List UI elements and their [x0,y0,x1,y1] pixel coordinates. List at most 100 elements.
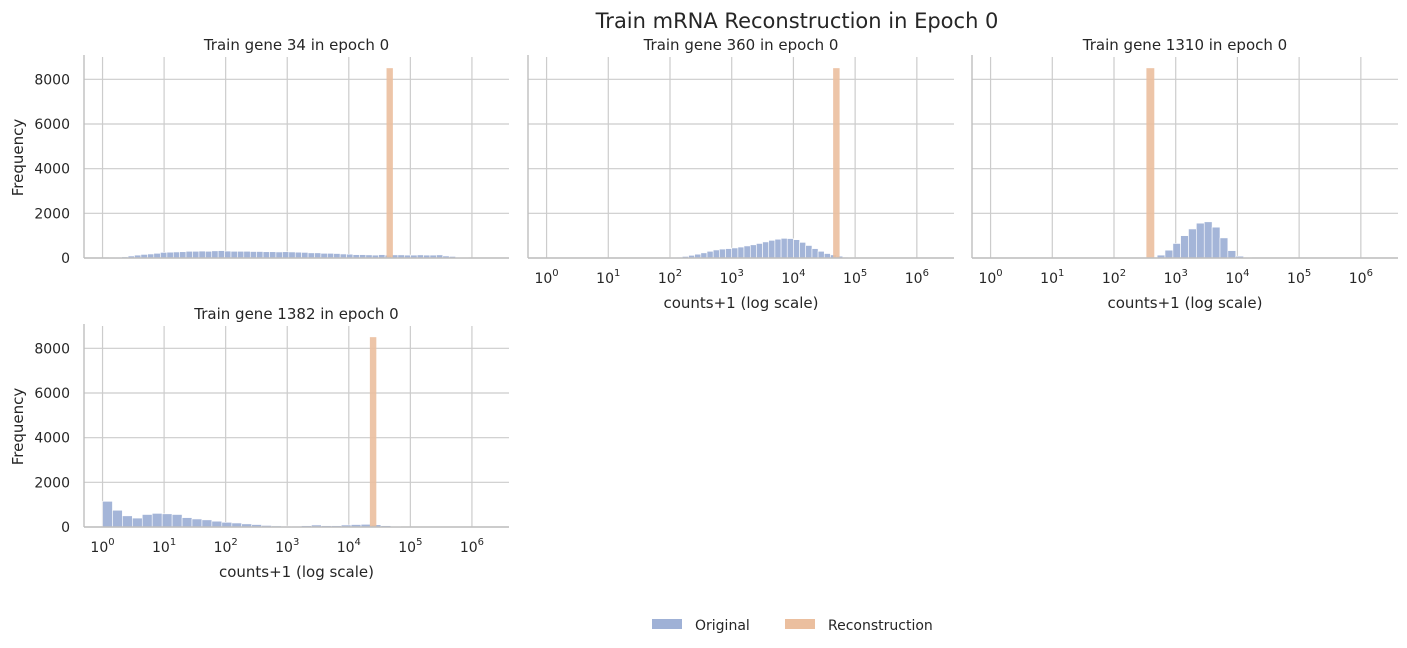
x-tick-label: 101 [596,268,620,287]
x-tick-label: 102 [658,268,682,287]
original-bar [122,515,133,528]
original-bar [743,245,751,259]
original-bar [237,251,245,259]
original-bar [192,251,200,259]
original-bar [737,246,745,259]
original-bar [1227,250,1237,259]
original-bar [201,519,213,528]
original-bar [320,253,328,259]
original-bar [161,513,173,528]
original-bar [1196,222,1205,259]
x-tick-label: 103 [720,268,744,287]
legend-swatch-original [652,619,682,629]
original-bar [1211,226,1221,259]
x-tick-label: 106 [905,268,929,287]
x-tick-label: 100 [90,537,114,556]
legend-swatch-reconstruction [785,619,815,629]
y-tick-label: 4000 [34,162,70,178]
subplot-4: Train gene 1382 in epoch 0 0 2000 4000 6000 8… [9,305,509,581]
original-bar [230,251,238,259]
original-bar [1219,237,1229,259]
subplot-3: Train gene 1310 in epoch 0 100 101 102 103 10… [971,36,1398,312]
legend: Original Reconstruction [652,618,933,634]
original-bar [706,251,714,259]
x-tick-label: 104 [337,537,361,556]
original-bar [102,501,113,528]
original-bar [793,239,800,259]
x-tick-label: 106 [460,537,484,556]
original-bar [762,241,770,259]
original-bar [160,252,168,259]
x-tick-label: 104 [781,268,805,287]
y-axis-label: Frequency [9,119,27,197]
original-bar [221,522,233,528]
x-tick-label: 105 [843,268,867,287]
reconstruction-bar [369,337,377,527]
subplot-title: Train gene 34 in epoch 0 [203,36,389,54]
subplot-title: Train gene 1382 in epoch 0 [193,305,398,323]
original-bar [112,509,123,528]
original-bar [269,251,277,259]
reconstruction-bar [386,68,393,259]
original-bar [1188,228,1197,259]
original-bar [294,251,302,259]
y-tick-label: 6000 [34,386,70,402]
original-bar [774,238,782,259]
x-tick-label: 105 [1287,268,1311,287]
original-bar [1180,235,1189,259]
x-tick-label: 103 [275,537,299,556]
original-bar [786,238,794,259]
original-bar [1164,249,1174,259]
original-bar [799,242,806,259]
original-bar [179,251,187,259]
original-bar [198,250,206,259]
reconstruction-bar [1146,68,1155,259]
original-bar [141,514,153,528]
x-tick-label: 106 [1349,268,1373,287]
original-bar [224,250,232,259]
y-axis-label: Frequency [9,388,27,466]
x-axis-label: counts+1 (log scale) [663,294,818,312]
original-bar [1172,243,1181,259]
original-bar [700,252,708,259]
original-bar [282,251,290,259]
original-bar [756,243,763,259]
x-tick-label: 102 [214,537,238,556]
y-tick-label: 2000 [34,475,70,491]
original-bar [811,248,819,259]
original-bar [153,253,161,259]
original-bar [171,514,183,528]
figure-title: Train mRNA Reconstruction in Epoch 0 [595,9,999,33]
original-bar [249,251,257,259]
original-bar [275,251,283,259]
x-axis-label: counts+1 (log scale) [219,563,374,581]
original-bar [262,251,270,259]
y-tick-label: 2000 [34,206,70,222]
original-bar [288,251,296,259]
legend-label-original: Original [695,618,750,634]
y-tick-label: 8000 [34,72,70,88]
x-tick-label: 104 [1225,268,1249,287]
original-bar [217,250,225,259]
original-bar [805,245,813,259]
original-bar [132,517,143,528]
original-bar [211,520,223,528]
original-bar [181,517,193,528]
original-bar [314,252,322,259]
x-tick-label: 100 [978,268,1002,287]
y-tick-label: 6000 [34,117,70,133]
original-bar [725,248,733,259]
original-bar [749,244,757,259]
original-bar [256,251,264,259]
original-bar [327,253,335,259]
original-bar [1203,221,1213,259]
x-axis-label: counts+1 (log scale) [1107,294,1262,312]
legend-label-reconstruction: Reconstruction [828,618,933,634]
x-tick-label: 102 [1102,268,1126,287]
original-bar [780,238,788,259]
subplot-1: Train gene 34 in epoch 0 0 2000 4000 6000 800… [9,36,509,267]
y-tick-label: 4000 [34,431,70,447]
original-bar [719,248,726,259]
subplot-grid: Train gene 34 in epoch 0 0 2000 4000 6000 800… [9,36,1398,581]
